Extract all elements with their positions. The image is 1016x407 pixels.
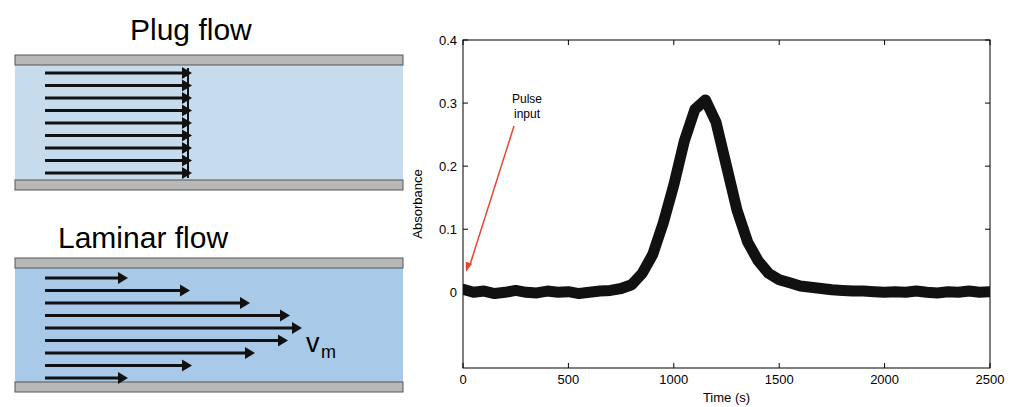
y-tick (985, 40, 990, 41)
y-tick (985, 229, 990, 230)
pipe-wall-laminar (15, 258, 403, 268)
plug-arrow-shaft (45, 147, 184, 150)
laminar-arrow-shaft (45, 302, 242, 305)
pipe-wall-plug (15, 180, 403, 190)
y-tick (463, 229, 468, 230)
laminar-arrow-head (278, 335, 288, 347)
laminar-arrow-head (182, 360, 192, 372)
laminar-arrow (45, 347, 255, 359)
velocity-subscript: m (321, 342, 336, 362)
plug-arrow (45, 80, 192, 92)
laminar-arrow-shaft (45, 339, 280, 342)
y-tick-label: 0.4 (439, 33, 457, 48)
laminar-arrow (45, 335, 288, 347)
x-tick (568, 363, 569, 368)
x-tick (779, 40, 780, 45)
plug-arrow (45, 67, 192, 79)
laminar-arrow (45, 297, 250, 309)
laminar-arrow-shaft (45, 277, 120, 280)
laminar-arrow-head (280, 310, 290, 322)
annotation-line: input (514, 107, 541, 121)
laminar-arrow-head (118, 272, 128, 284)
y-axis-title: Absorbance (410, 169, 425, 238)
laminar-arrow-shaft (45, 352, 247, 355)
plug-arrow-shaft (45, 172, 184, 175)
plug-arrow (45, 167, 192, 179)
pipe-fluid-laminar (15, 258, 403, 392)
plug-arrow-shaft (45, 134, 184, 137)
y-tick (985, 166, 990, 167)
pipe-fluid-plug (15, 55, 403, 190)
figure: Plug flow Laminar flow vm 0 500 1000 1500 2000 2… (0, 0, 1016, 407)
laminar-arrow-shaft (45, 289, 182, 292)
y-tick (463, 166, 468, 167)
x-tick (568, 40, 569, 45)
plug-arrow-shaft (45, 97, 184, 100)
diagram-title: Plug flow (130, 13, 252, 46)
plug-arrow-shaft (45, 109, 184, 112)
laminar-arrow-head (240, 297, 250, 309)
laminar-arrow-head (292, 322, 302, 334)
laminar-arrow (45, 310, 290, 322)
y-tick (463, 103, 468, 104)
x-tick (884, 40, 885, 45)
x-tick (884, 363, 885, 368)
x-tick-label: 2500 (976, 372, 1005, 387)
x-tick (990, 40, 991, 45)
annotation-arrow (470, 126, 514, 265)
laminar-arrow-head (245, 347, 255, 359)
data-line (463, 100, 990, 294)
velocity-label: v (306, 328, 320, 358)
laminar-arrow (45, 372, 128, 384)
laminar-arrow (45, 272, 128, 284)
x-tick-label: 1500 (765, 372, 794, 387)
y-tick-label: 0 (450, 285, 457, 300)
plug-arrow (45, 117, 192, 129)
y-tick-label: 0.2 (439, 159, 457, 174)
laminar-arrow (45, 360, 192, 372)
x-tick-label: 0 (459, 372, 466, 387)
diagram-title: Laminar flow (58, 221, 228, 254)
annotation-line: Pulse (512, 92, 542, 106)
laminar-arrow (45, 322, 302, 334)
x-tick (779, 363, 780, 368)
plot-area (463, 100, 990, 294)
x-tick (990, 363, 991, 368)
plug-arrow (45, 142, 192, 154)
y-tick-label: 0.3 (439, 96, 457, 111)
plug-arrow (45, 92, 192, 104)
pipe-wall-plug (15, 55, 403, 65)
laminar-arrow-head (118, 372, 128, 384)
annotation: Pulseinput (512, 92, 542, 121)
x-tick (673, 363, 674, 368)
plug-arrow-shaft (45, 72, 184, 75)
y-tick (985, 103, 990, 104)
plug-front (187, 68, 189, 178)
plot-frame (463, 40, 990, 368)
plug-arrow-shaft (45, 122, 184, 125)
laminar-arrow-shaft (45, 314, 282, 317)
x-axis-title: Time (s) (703, 390, 750, 405)
x-tick-label: 1000 (659, 372, 688, 387)
laminar-arrow-shaft (45, 327, 294, 330)
laminar-arrow-shaft (45, 377, 120, 380)
laminar-arrow-head (180, 285, 190, 297)
plug-arrow-shaft (45, 159, 184, 162)
x-tick (463, 363, 464, 368)
plug-arrow (45, 105, 192, 117)
x-tick-label: 500 (558, 372, 580, 387)
laminar-arrow-shaft (45, 364, 184, 367)
annotation-arrowhead (466, 262, 473, 272)
plug-arrow (45, 130, 192, 142)
y-tick (463, 40, 468, 41)
x-tick (463, 40, 464, 45)
pipe-wall-laminar (15, 382, 403, 392)
x-tick-label: 2000 (870, 372, 899, 387)
plug-arrow (45, 155, 192, 167)
y-tick-label: 0.1 (439, 222, 457, 237)
laminar-arrow (45, 285, 190, 297)
x-tick (673, 40, 674, 45)
plug-arrow-shaft (45, 84, 184, 87)
